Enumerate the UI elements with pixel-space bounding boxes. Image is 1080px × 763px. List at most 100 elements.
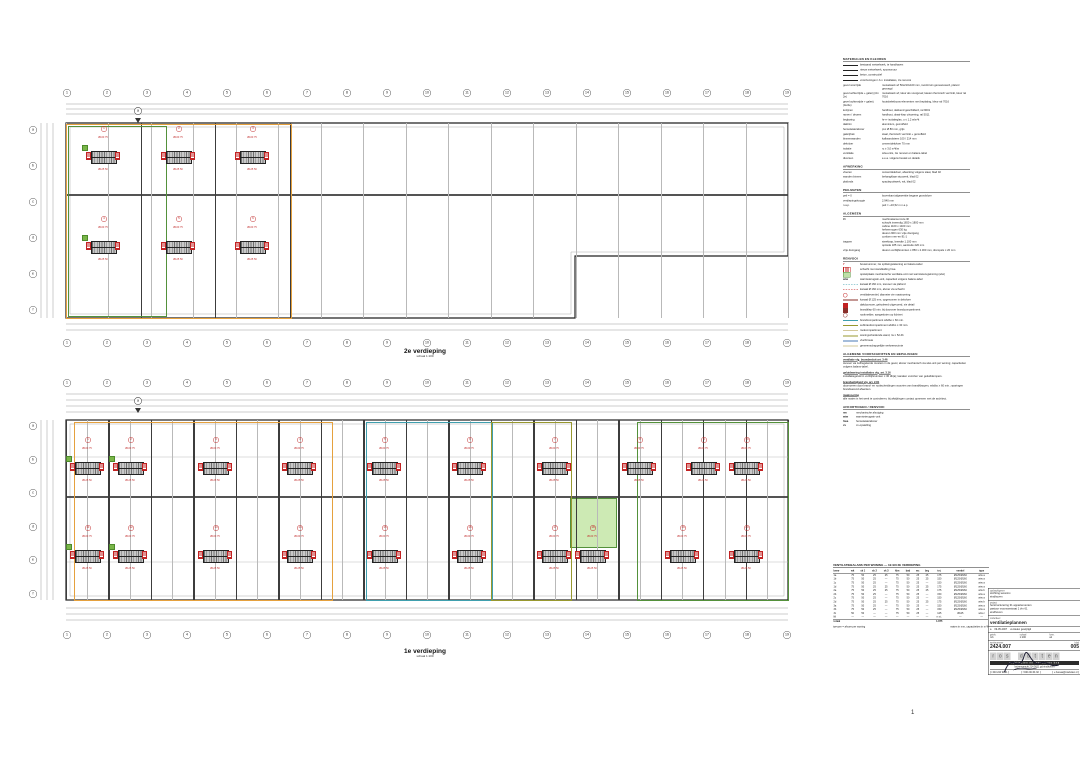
spec-row: peil = 0 bovenkant afgewerkte begane gron… xyxy=(843,194,970,198)
legend-swatch xyxy=(843,292,860,298)
spec-key: beglazing xyxy=(843,118,855,122)
footer-cell xyxy=(891,619,903,624)
work-number: 2424.007 xyxy=(990,644,1011,650)
column-line xyxy=(448,123,449,318)
table-cell: — xyxy=(959,615,962,619)
grid-bubble: 18 xyxy=(743,339,751,347)
grid-bubble: 1 xyxy=(63,89,71,97)
unit-number: 13 xyxy=(213,525,219,531)
peil-rows: peil = 0 bovenkant afgewerkte begane gron… xyxy=(843,194,970,207)
column-line xyxy=(278,123,279,318)
column-line xyxy=(427,420,428,600)
duct-size-label: Ø125 50 xyxy=(98,168,108,171)
note-block: geluidwering installaties vlg. art. 3.16… xyxy=(843,371,970,378)
note-block: maatvoering alle maten in het werk te con… xyxy=(843,394,970,401)
table-row: 2c 75 50 25 — 75 50 25 — 150 Ø125/Ø160 wtw a xyxy=(833,596,989,600)
grid-bubble: 19 xyxy=(783,339,791,347)
vent-shaft-marker xyxy=(282,463,287,471)
stair-flight xyxy=(542,556,568,563)
vent-shaft-marker xyxy=(70,463,75,471)
vent-shaft-marker xyxy=(481,463,486,471)
grid-bubble: 15 xyxy=(623,339,631,347)
number-row: werknummer 2424.007 blad 005 xyxy=(988,641,1080,652)
vent-shaft-marker xyxy=(622,463,627,471)
table-notes: toevoer = afvoer per woning maten in mm,… xyxy=(833,625,989,628)
legend-row: woningscheidende wand, rw ≥ 52 db xyxy=(843,334,970,338)
stair-flight xyxy=(457,468,483,475)
stair-symbol: 5 Ø160 75 Ø125 50 xyxy=(367,437,401,482)
table-cell: 1b xyxy=(833,577,837,581)
field-label: onderdeel xyxy=(990,617,1001,620)
note-text: installatiegeluid in verblijfsruimten ≤ … xyxy=(843,374,943,378)
spec-key: diversen xyxy=(843,156,854,160)
spec-row: gevel achterzijde + galerij (3e/4e) houts… xyxy=(843,101,970,108)
spec-key: hemelwaterafvoer xyxy=(843,128,865,132)
duct-size-label: Ø160 75 xyxy=(587,535,597,538)
table-cell: — xyxy=(980,615,983,619)
grid-bubble: 7 xyxy=(303,89,311,97)
grid-bubble: 12 xyxy=(503,89,511,97)
glyph-swatch-icon xyxy=(843,302,848,308)
duct-size-label: Ø160 75 xyxy=(98,226,108,229)
grid-bubble: 19 xyxy=(783,631,791,639)
stair-flight xyxy=(240,157,266,164)
duct-size-label: Ø125 50 xyxy=(698,479,708,482)
wtw-unit-marker xyxy=(109,456,115,462)
dimension-lines xyxy=(40,393,788,621)
stair-symbol: 13 Ø160 75 Ø125 50 xyxy=(198,525,232,570)
table-cell: 25 xyxy=(925,577,929,581)
stair-symbol: 1 Ø160 75 Ø125 50 xyxy=(82,126,120,171)
table-cell: 50 xyxy=(861,604,865,608)
grid-bubble: 14 xyxy=(583,89,591,97)
table-row: 3b 75 50 25—75 50 25—150 Ø125/Ø160 wtw a xyxy=(833,608,989,612)
unit-number: 15 xyxy=(382,525,388,531)
column-header: sk 2 xyxy=(868,569,881,574)
vent-shaft-marker xyxy=(227,551,232,559)
stair-flight xyxy=(457,556,483,563)
wall xyxy=(193,420,195,600)
grid-bubble: 16 xyxy=(663,379,671,387)
column-line xyxy=(724,420,726,600)
duct-size-label: Ø160 75 xyxy=(173,226,183,229)
spec-row: wanden binnen behangklaar stucwerk, blad … xyxy=(843,176,970,180)
spec-row: verdiepingshoogte 2.940 mm xyxy=(843,199,970,203)
spec-key: ramen / deuren xyxy=(843,113,862,117)
plan-bottom-linework xyxy=(40,393,789,621)
table-cell: 175 xyxy=(937,585,942,589)
table-cell: — xyxy=(884,611,888,615)
legend-label: beton, constructief xyxy=(860,73,883,77)
unit-number: 3 xyxy=(250,126,256,132)
column-line xyxy=(193,123,194,318)
column-line xyxy=(108,123,110,318)
duct-size-label: Ø160 75 xyxy=(125,535,135,538)
grid-bubble: 3 xyxy=(143,339,151,347)
section-marker: a xyxy=(131,394,145,413)
vent-shaft-marker xyxy=(115,152,120,160)
spec-row: ventilatie wtw-units, zie renvooi en bala… xyxy=(843,152,970,156)
grid-bubble: 18 xyxy=(743,89,751,97)
grid-bubble: 14 xyxy=(583,631,591,639)
legend-row: brandklep 60 min. bij doorvoer brandcomp… xyxy=(843,307,970,313)
stair-flight xyxy=(580,556,606,563)
legend-row: kanaal Ø 160 mm, afvoer via schacht xyxy=(843,288,970,292)
line-swatch-icon xyxy=(843,340,858,342)
grid-bubble: 2 xyxy=(103,339,111,347)
table-cell: — xyxy=(851,615,854,619)
table-cell: wtw a xyxy=(978,581,985,585)
legend-row: kanaal Ø 125 mm, opgenomen in dekvloer xyxy=(843,298,970,302)
legend-label: gemeenschappelijke verkeersruimte xyxy=(860,344,904,348)
table-cell: 25 xyxy=(873,581,876,585)
logo-letter: n xyxy=(1053,652,1060,661)
vent-shaft-marker xyxy=(227,463,232,471)
table-cell: — xyxy=(906,615,910,619)
column-header: tot. xyxy=(932,569,947,574)
table-cell: 1c xyxy=(833,581,837,585)
vent-shaft-marker xyxy=(537,463,542,471)
table-cell: — xyxy=(884,604,888,608)
material-swatches: bestaand metselwerk, te handhaven nieuw m… xyxy=(843,64,970,83)
column-header: brg xyxy=(922,569,933,574)
vent-shaft-marker xyxy=(311,463,316,471)
grid-bubbles-bottom: 1 2 3 4 5 6 7 8 9 10 11 12 13 14 15 16 17 18 19 xyxy=(59,336,795,350)
wall xyxy=(618,420,620,600)
grid-bubble: f xyxy=(29,306,37,314)
